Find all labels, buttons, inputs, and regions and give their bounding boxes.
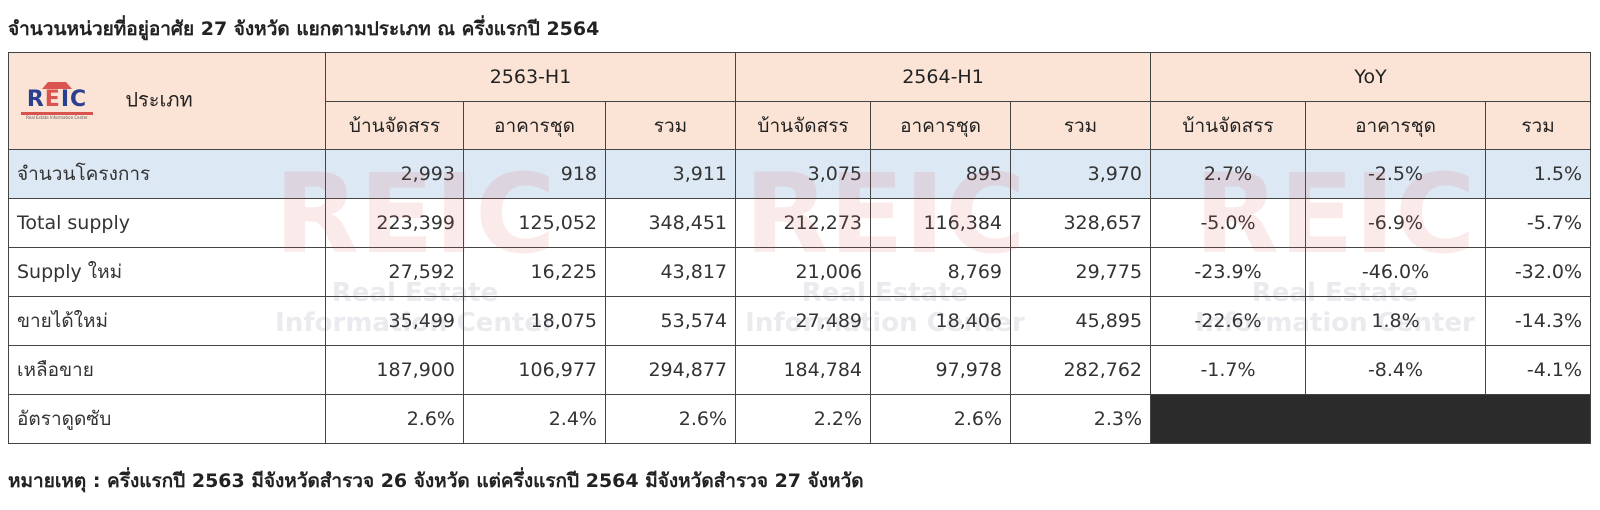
value-cell: 282,762: [1010, 345, 1152, 395]
table-row: อัตราดูดซับ 2.6% 2.4% 2.6% 2.2% 2.6% 2.3%: [8, 394, 1592, 444]
value-cell: -46.0%: [1305, 247, 1487, 297]
subcol-header: อาคารชุด: [870, 101, 1012, 150]
value-cell: -4.1%: [1485, 345, 1592, 395]
reic-logo: REIC Real Estate Information Center: [21, 82, 93, 120]
table-row: Supply ใหม่ 27,592 16,225 43,817 21,006 8,769…: [8, 247, 1592, 297]
row-label: อัตราดูดซับ: [8, 394, 326, 444]
value-cell: 895: [870, 149, 1012, 199]
value-cell: -22.6%: [1150, 296, 1307, 346]
value-cell: 43,817: [604, 247, 737, 297]
value-cell: 18,406: [870, 296, 1012, 346]
value-cell: 35,499: [325, 296, 464, 346]
value-cell: 2.2%: [735, 394, 872, 444]
subcol-header: รวม: [1010, 101, 1152, 150]
value-cell: 212,273: [735, 198, 872, 248]
table-row: เหลือขาย 187,900 106,977 294,877 184,784 97,9…: [8, 345, 1592, 395]
value-cell: 116,384: [870, 198, 1012, 248]
subcol-header: รวม: [1485, 101, 1592, 150]
value-cell: 8,769: [870, 247, 1012, 297]
value-cell: -14.3%: [1485, 296, 1592, 346]
group-header: 2564-H1: [735, 52, 1152, 102]
type-header: REIC Real Estate Information Center ประเภ…: [8, 52, 326, 150]
group-header: 2563-H1: [324, 52, 737, 102]
group-header: YoY: [1150, 52, 1592, 102]
row-label: เหลือขาย: [8, 345, 326, 395]
value-cell: 918: [463, 149, 606, 199]
value-cell: 2.7%: [1150, 149, 1307, 199]
value-cell: 18,075: [463, 296, 606, 346]
value-cell: -2.5%: [1305, 149, 1487, 199]
value-cell: 16,225: [463, 247, 606, 297]
value-cell: 2.6%: [604, 394, 737, 444]
value-cell: -32.0%: [1485, 247, 1592, 297]
value-cell: 2.6%: [325, 394, 464, 444]
housing-units-table: REIC Real Estate Information Center ประเภ…: [8, 52, 1592, 444]
value-cell: 125,052: [463, 198, 606, 248]
row-label: Total supply: [8, 198, 326, 248]
row-label: จำนวนโครงการ: [8, 149, 326, 199]
value-cell: -5.0%: [1150, 198, 1307, 248]
value-cell: -6.9%: [1305, 198, 1487, 248]
value-cell: 3,970: [1010, 149, 1152, 199]
blank-cell: [1150, 394, 1592, 444]
value-cell: 348,451: [604, 198, 737, 248]
value-cell: 187,900: [325, 345, 464, 395]
value-cell: 21,006: [735, 247, 872, 297]
table-row: จำนวนโครงการ 2,993 918 3,911 3,075 895 3,970 2.…: [8, 149, 1592, 199]
subcol-header: อาคารชุด: [463, 101, 606, 150]
value-cell: 1.8%: [1305, 296, 1487, 346]
subcol-header: รวม: [604, 101, 737, 150]
value-cell: 53,574: [604, 296, 737, 346]
value-cell: 106,977: [463, 345, 606, 395]
value-cell: 294,877: [604, 345, 737, 395]
value-cell: 1.5%: [1485, 149, 1592, 199]
value-cell: 97,978: [870, 345, 1012, 395]
value-cell: -1.7%: [1150, 345, 1307, 395]
value-cell: 2,993: [325, 149, 464, 199]
value-cell: 184,784: [735, 345, 872, 395]
row-label: Supply ใหม่: [8, 247, 326, 297]
value-cell: -5.7%: [1485, 198, 1592, 248]
subcol-header: บ้านจัดสรร: [325, 101, 464, 150]
subcol-header: บ้านจัดสรร: [735, 101, 872, 150]
table-row: Total supply 223,399 125,052 348,451 212,273…: [8, 198, 1592, 248]
value-cell: 27,592: [325, 247, 464, 297]
value-cell: 223,399: [325, 198, 464, 248]
value-cell: 29,775: [1010, 247, 1152, 297]
value-cell: 2.6%: [870, 394, 1012, 444]
page-title: จำนวนหน่วยที่อยู่อาศัย 27 จังหวัด แยกตาม…: [8, 18, 600, 40]
value-cell: 2.3%: [1010, 394, 1152, 444]
value-cell: 3,075: [735, 149, 872, 199]
subcol-header: อาคารชุด: [1305, 101, 1487, 150]
value-cell: 2.4%: [463, 394, 606, 444]
value-cell: 45,895: [1010, 296, 1152, 346]
subcol-header: บ้านจัดสรร: [1150, 101, 1307, 150]
value-cell: -23.9%: [1150, 247, 1307, 297]
footnote: หมายเหตุ : ครึ่งแรกปี 2563 มีจังหวัดสำรว…: [8, 470, 864, 492]
table-row: ขายได้ใหม่ 35,499 18,075 53,574 27,489 18,406…: [8, 296, 1592, 346]
row-label: ขายได้ใหม่: [8, 296, 326, 346]
value-cell: 27,489: [735, 296, 872, 346]
value-cell: 3,911: [604, 149, 737, 199]
value-cell: 328,657: [1010, 198, 1152, 248]
value-cell: -8.4%: [1305, 345, 1487, 395]
